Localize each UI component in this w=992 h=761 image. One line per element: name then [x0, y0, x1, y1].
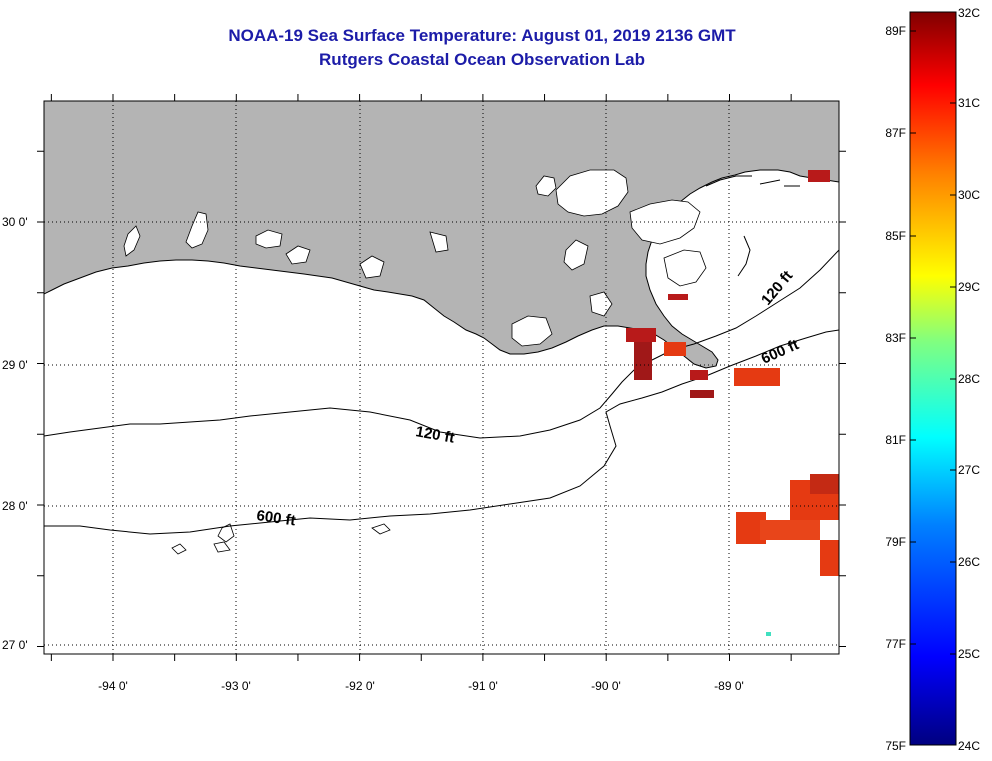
celsius-label: 30C [958, 188, 980, 202]
lon-label: -93 0' [221, 679, 251, 693]
celsius-label: 24C [958, 739, 980, 753]
lon-label: -91 0' [468, 679, 498, 693]
lat-label: 27 0' [2, 638, 28, 652]
sst-patches [626, 170, 839, 636]
celsius-label: 31C [958, 96, 980, 110]
lake-terrebonne [359, 255, 385, 279]
celsius-label: 26C [958, 555, 980, 569]
island-chain [705, 175, 800, 277]
lon-label: -94 0' [98, 679, 128, 693]
contour-600ft-wiggles [171, 523, 391, 555]
lake-pontchartrain [555, 169, 629, 217]
colorbar-ticks [910, 11, 956, 746]
fahrenheit-label: 75F [885, 739, 906, 753]
lake-grand [285, 245, 311, 265]
lake-calcasieu [123, 225, 141, 257]
lake-salvador [563, 239, 589, 271]
colorbar-celsius-labels: 32C 31C 30C 29C 28C 27C 26C 25C 24C [958, 6, 980, 753]
lake-sabine [185, 211, 209, 249]
map-border [43, 100, 840, 655]
longitude-labels: -94 0' -93 0' -92 0' -91 0' -90 0' -89 0… [98, 679, 744, 693]
lon-label: -90 0' [591, 679, 621, 693]
fahrenheit-label: 87F [885, 126, 906, 140]
lat-lon-grid [44, 101, 839, 654]
lake-maurepas [535, 175, 557, 197]
lake-barataria [429, 231, 449, 253]
fahrenheit-label: 81F [885, 433, 906, 447]
colorbar-fahrenheit-labels: 89F 87F 85F 83F 81F 79F 77F 75F [885, 24, 906, 753]
fahrenheit-label: 77F [885, 637, 906, 651]
celsius-label: 28C [958, 372, 980, 386]
coastal-marsh-delta [511, 315, 553, 347]
map-subtitle: Rutgers Coastal Ocean Observation Lab [319, 50, 645, 69]
axis-ticks [37, 94, 846, 661]
fahrenheit-label: 83F [885, 331, 906, 345]
celsius-label: 29C [958, 280, 980, 294]
fahrenheit-label: 89F [885, 24, 906, 38]
contour-label-600-west: 600 ft [255, 507, 296, 529]
celsius-label: 25C [958, 647, 980, 661]
colorbar [909, 11, 957, 746]
latitude-labels: 30 0' 29 0' 28 0' 27 0' [2, 215, 28, 652]
coastal-marsh-east [663, 249, 707, 287]
contour-label-120-west: 120 ft [414, 423, 456, 447]
lon-label: -92 0' [345, 679, 375, 693]
lat-label: 29 0' [2, 358, 28, 372]
lat-label: 30 0' [2, 215, 28, 229]
map-title: NOAA-19 Sea Surface Temperature: August … [228, 26, 736, 45]
fahrenheit-label: 85F [885, 229, 906, 243]
lon-label: -89 0' [714, 679, 744, 693]
contour-120ft [44, 249, 839, 439]
celsius-label: 27C [958, 463, 980, 477]
celsius-label: 32C [958, 6, 980, 20]
fahrenheit-label: 79F [885, 535, 906, 549]
lake-white [255, 229, 283, 249]
lat-label: 28 0' [2, 499, 28, 513]
